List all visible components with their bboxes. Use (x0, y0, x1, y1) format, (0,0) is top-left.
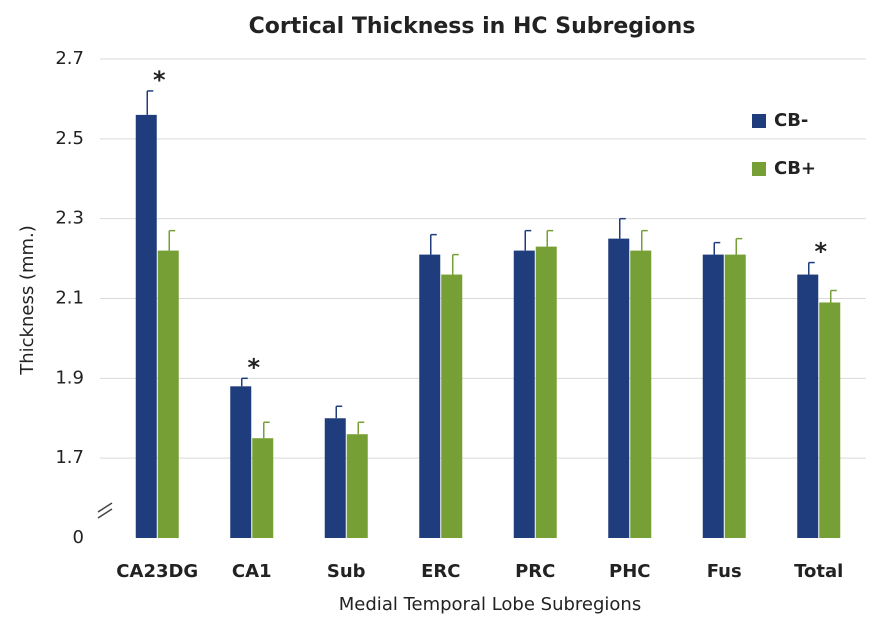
legend-label: CB- (774, 110, 808, 131)
annotation: * (814, 238, 827, 266)
y-axis-label: Thickness (mm.) (17, 225, 38, 376)
y-tick-label: 2.7 (55, 48, 84, 69)
legend-label: CB+ (774, 158, 816, 179)
bar (346, 434, 368, 538)
x-tick-label: Total (794, 561, 843, 582)
x-tick-label: Sub (327, 561, 366, 582)
annotation: * (247, 353, 260, 381)
x-tick-label: PHC (609, 561, 650, 582)
bar (630, 250, 652, 538)
y-tick-label: 2.5 (55, 128, 84, 149)
bar (441, 274, 463, 538)
bar (608, 238, 630, 538)
bar (324, 418, 346, 538)
bar (419, 254, 441, 538)
x-tick-label: CA23DG (116, 561, 198, 582)
bar (157, 250, 179, 538)
axis-break (97, 502, 113, 519)
bar (819, 302, 841, 538)
legend-swatch (752, 162, 766, 176)
x-tick-label: CA1 (232, 561, 272, 582)
y-tick-label: 1.7 (55, 447, 84, 468)
annotation: * (153, 66, 166, 94)
bar (797, 274, 819, 538)
chart-title: Cortical Thickness in HC Subregions (249, 14, 696, 39)
y-tick-label: 0 (73, 527, 84, 548)
bar (535, 246, 557, 538)
x-tick-label: Fus (707, 561, 742, 582)
bar (513, 250, 535, 538)
y-tick-label: 2.3 (55, 208, 84, 229)
y-tick-label: 2.1 (55, 288, 84, 309)
bar (230, 386, 252, 538)
bar (135, 114, 157, 538)
y-tick-label: 1.9 (55, 367, 84, 388)
x-tick-label: ERC (421, 561, 460, 582)
bar (724, 254, 746, 538)
bar (702, 254, 724, 538)
bar (252, 438, 274, 538)
legend-swatch (752, 114, 766, 128)
x-tick-label: PRC (515, 561, 555, 582)
x-axis-label: Medial Temporal Lobe Subregions (339, 594, 641, 615)
